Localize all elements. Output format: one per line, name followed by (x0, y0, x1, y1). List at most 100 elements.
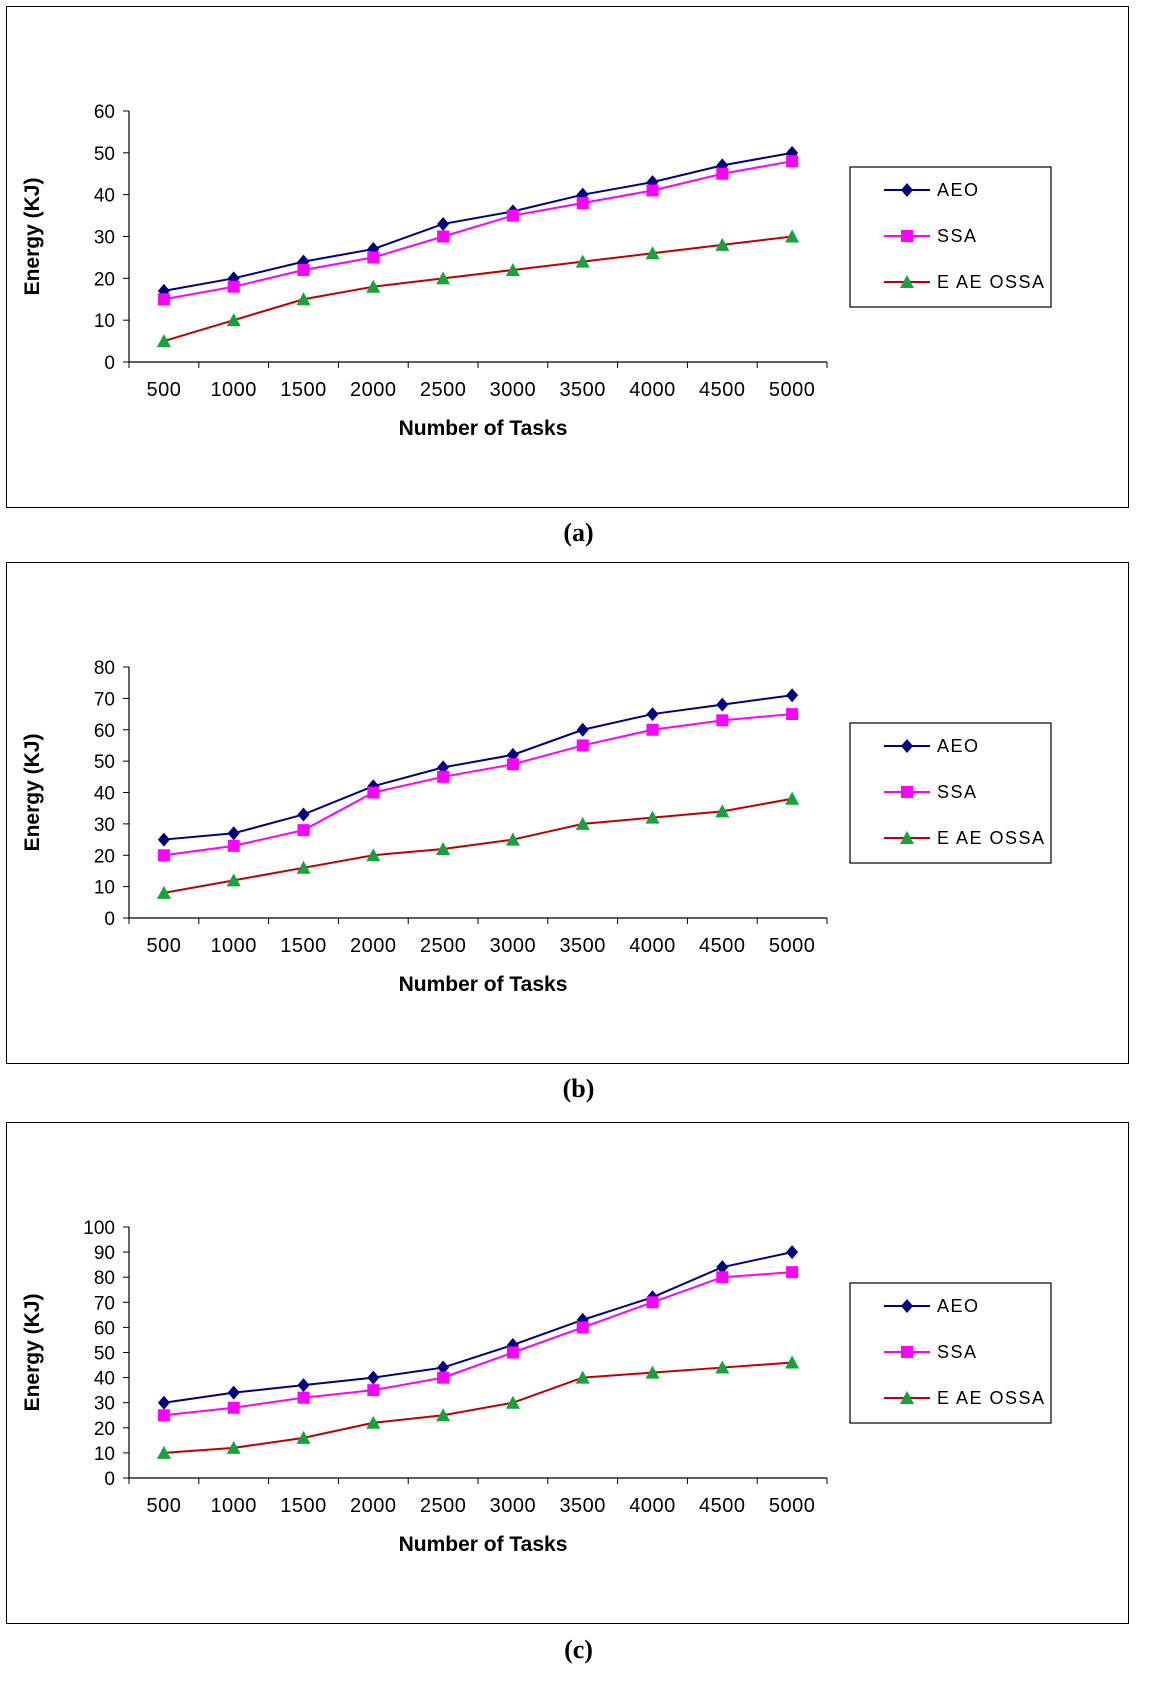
series-line (163, 151, 793, 292)
data-point (297, 807, 310, 822)
x-tick-label: 1500 (280, 1495, 327, 1517)
x-axis-title: Number of Tasks (399, 973, 568, 996)
data-point (576, 739, 589, 752)
data-point (437, 760, 450, 775)
x-tick-label: 3000 (490, 379, 537, 401)
data-point (646, 1296, 659, 1309)
data-point (576, 722, 589, 737)
data-point (645, 810, 660, 824)
legend-marker (901, 739, 913, 753)
legend-marker (901, 786, 913, 798)
data-point (506, 1346, 519, 1359)
y-tick-label: 0 (104, 909, 115, 930)
y-tick-label: 30 (94, 815, 115, 836)
y-tick-label: 40 (94, 784, 115, 805)
data-point (505, 262, 520, 276)
chart-b: 0 10 20 30 40 50 60 70 80 500 1000 1500 2000 2500 3000… (21, 658, 1052, 996)
data-point (506, 209, 519, 222)
data-point (715, 237, 730, 251)
y-tick-label: 30 (94, 228, 115, 249)
data-point (227, 826, 240, 841)
caption-b: (b) (562, 1074, 595, 1103)
data-point (437, 216, 450, 231)
data-point (227, 1401, 240, 1414)
data-point (156, 1445, 171, 1459)
legend-label: E AE OSSA (937, 828, 1046, 848)
data-point (297, 263, 310, 276)
legend: AEO SSA E AE OSSA (849, 722, 1052, 864)
data-point (715, 1360, 730, 1374)
y-axis-title: Energy (KJ) (21, 178, 44, 296)
data-point (226, 1440, 241, 1454)
data-point (436, 1408, 451, 1422)
x-tick-label: 4000 (629, 379, 676, 401)
legend-box (849, 1282, 1052, 1424)
x-tick-label: 4500 (699, 379, 746, 401)
data-point (437, 770, 450, 783)
y-tick-label: 50 (94, 752, 115, 773)
x-tick-label: 3000 (490, 935, 537, 957)
data-point (156, 885, 171, 899)
x-tick-label: 5000 (769, 379, 816, 401)
legend-marker (900, 275, 914, 288)
data-point (366, 848, 381, 862)
data-point (227, 839, 240, 852)
y-tick-label: 10 (94, 878, 115, 899)
series-eaeossa (156, 791, 800, 899)
series-aeo (157, 1245, 799, 1410)
x-tick-label: 4500 (699, 935, 746, 957)
x-tick-label: 2500 (420, 1495, 467, 1517)
series-line (163, 694, 793, 841)
chart-c: 0 10 20 30 40 50 60 70 80 90 100 500 1000 1500 2000 250… (21, 1218, 1052, 1556)
series-eaeossa (156, 1355, 800, 1459)
legend-label: SSA (937, 1342, 978, 1362)
data-point (715, 804, 730, 818)
data-point (505, 1395, 520, 1409)
data-point (716, 167, 729, 180)
data-point (646, 723, 659, 736)
data-point (436, 841, 451, 855)
legend-marker (901, 1299, 913, 1313)
data-point (367, 786, 380, 799)
y-tick-label: 60 (94, 721, 115, 742)
y-tick-label: 0 (104, 353, 115, 374)
data-point (226, 313, 241, 327)
chart-panel-b: 0 10 20 30 40 50 60 70 80 500 1000 1500 2000 2500 3000… (6, 562, 1129, 1064)
data-point (297, 1378, 310, 1393)
y-tick-label: 80 (94, 1268, 115, 1289)
data-point (645, 1365, 660, 1379)
y-tick-label: 60 (94, 102, 115, 123)
legend-label: SSA (937, 226, 978, 246)
data-point (645, 246, 660, 260)
data-point (575, 254, 590, 268)
y-tick-label: 50 (94, 1344, 115, 1365)
data-point (367, 1384, 380, 1397)
data-point (157, 293, 170, 306)
x-tick-label: 2500 (420, 379, 467, 401)
data-point (157, 1395, 170, 1410)
y-tick-label: 50 (94, 144, 115, 165)
legend-marker (900, 1391, 914, 1404)
x-tick-label: 3500 (559, 935, 606, 957)
x-tick-label: 4500 (699, 1495, 746, 1517)
data-point (786, 1245, 799, 1260)
data-point (575, 1370, 590, 1384)
series-ssa (157, 155, 799, 306)
data-point (367, 251, 380, 264)
x-tick-label: 5000 (769, 935, 816, 957)
data-point (506, 758, 519, 771)
x-tick-label: 2000 (350, 935, 397, 957)
legend-label: E AE OSSA (937, 272, 1046, 292)
series-line (163, 1251, 793, 1404)
legend-box (849, 166, 1052, 308)
x-tick-label: 1000 (210, 1495, 257, 1517)
legend: AEO SSA E AE OSSA (849, 1282, 1052, 1424)
legend-label: SSA (937, 782, 978, 802)
series-eaeossa (156, 229, 800, 348)
data-point (156, 334, 171, 348)
data-point (436, 271, 451, 285)
legend-marker (901, 183, 913, 197)
x-tick-label: 2000 (350, 1495, 397, 1517)
y-tick-label: 10 (94, 311, 115, 332)
data-point (575, 816, 590, 830)
